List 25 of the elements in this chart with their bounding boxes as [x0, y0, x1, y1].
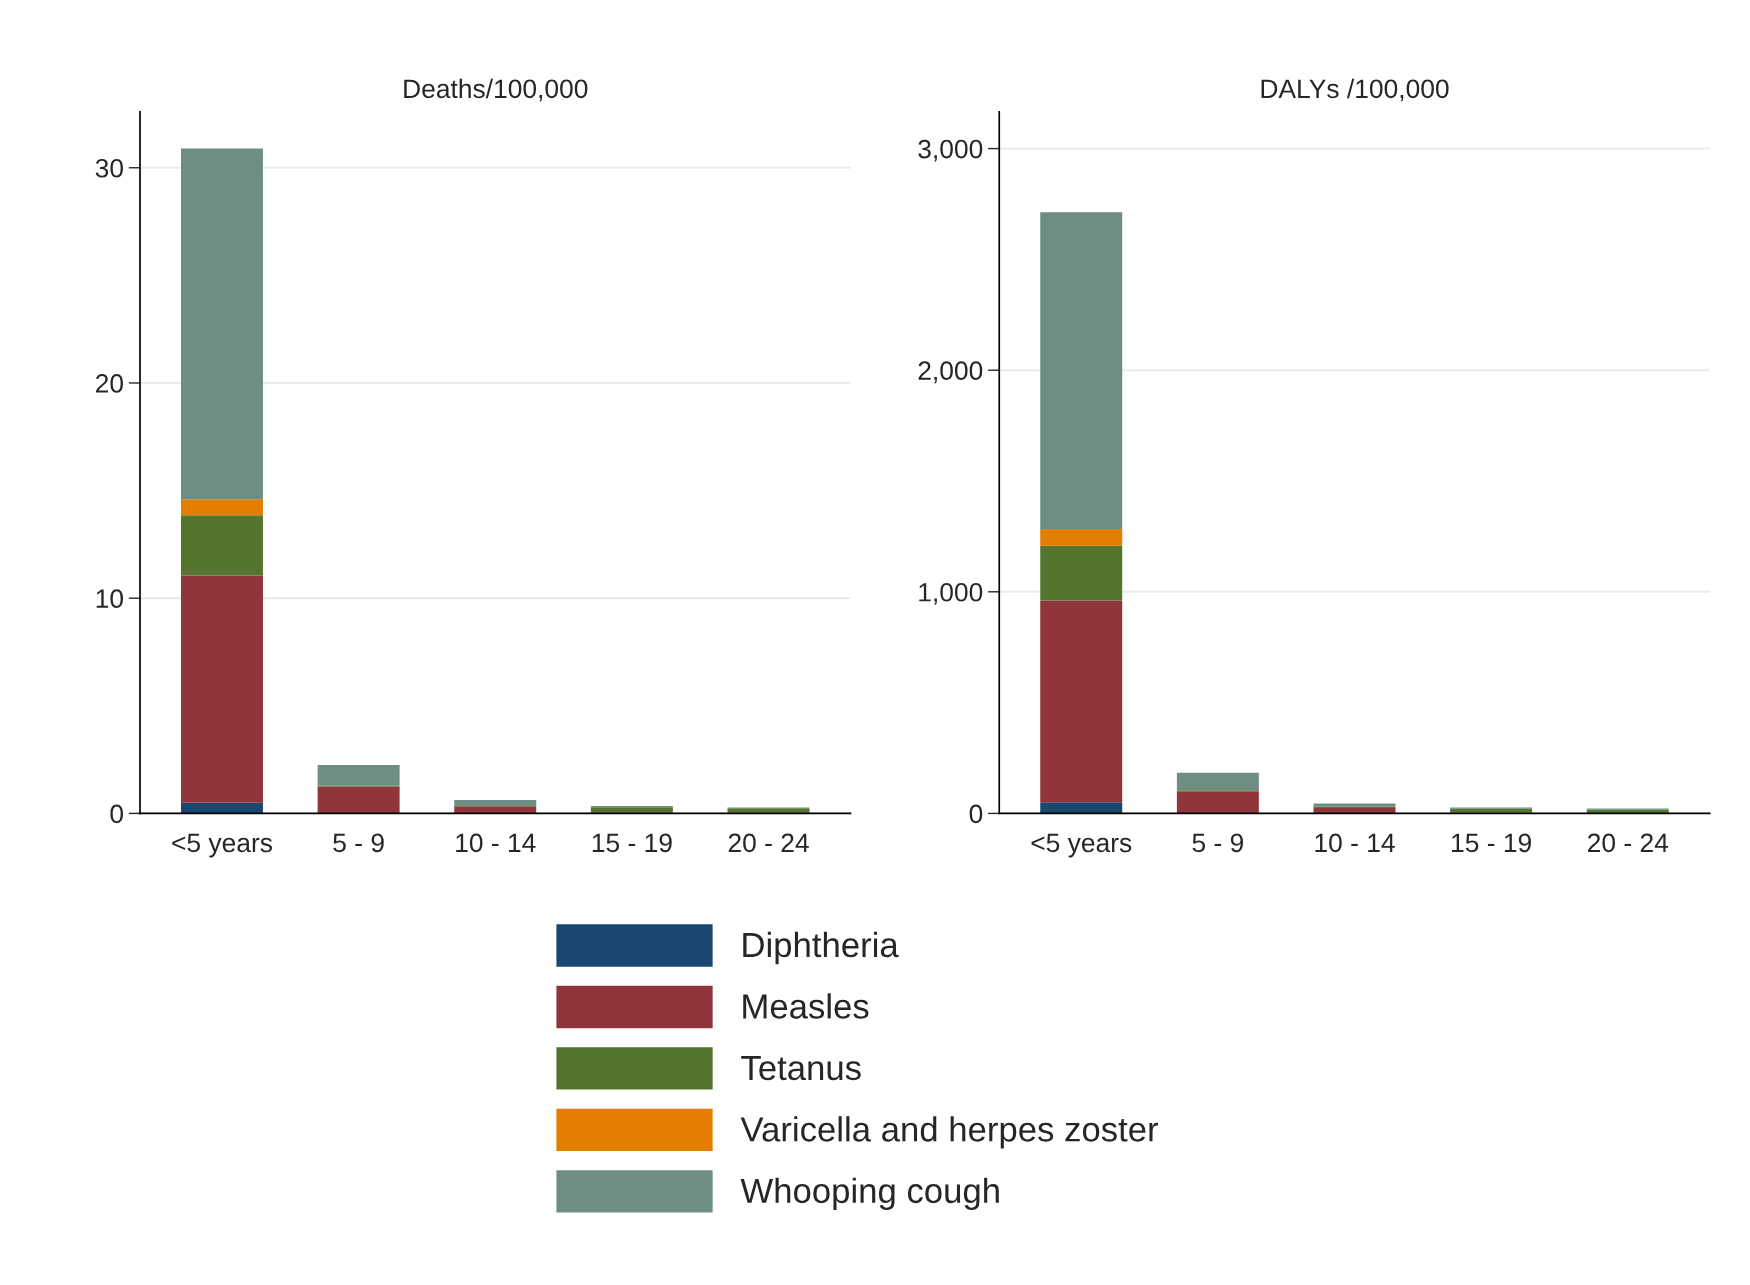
y-tick-label: 3,000	[918, 139, 983, 162]
chart-title: DALYs /100,000	[1261, 78, 1449, 102]
legend-label: Tetanus	[741, 1055, 861, 1081]
legend-label: Whooping cough	[740, 1177, 999, 1210]
y-tick-label: 1,000	[919, 582, 983, 605]
x-tick-label: 20 - 24	[1588, 833, 1669, 853]
x-tick-label: 15 - 19	[1452, 833, 1531, 853]
x-tick-label: 10 - 14	[456, 833, 536, 853]
legend-label: Diphtheria	[743, 931, 899, 965]
y-tick-label: 10	[96, 589, 123, 609]
y-tick-label: 0	[110, 804, 123, 824]
x-tick-label: <5 years	[172, 833, 272, 858]
x-tick-label: 5 - 9	[1192, 833, 1244, 853]
legend-label: Varicella and herpes zoster	[740, 1116, 1159, 1149]
y-tick-label: 2,000	[918, 361, 983, 384]
x-tick-label: 20 - 24	[728, 833, 809, 853]
legend-label: Measles	[743, 993, 869, 1019]
y-tick-label: 0	[969, 804, 983, 824]
x-tick-label: <5 years	[1031, 833, 1132, 858]
x-tick-label: 15 - 19	[592, 833, 672, 853]
y-tick-label: 30	[95, 158, 123, 178]
chart-title: Deaths/100,000	[404, 78, 588, 102]
x-tick-label: 10 - 14	[1315, 833, 1395, 853]
x-tick-label: 5 - 9	[333, 833, 384, 853]
y-tick-label: 20	[96, 374, 123, 393]
